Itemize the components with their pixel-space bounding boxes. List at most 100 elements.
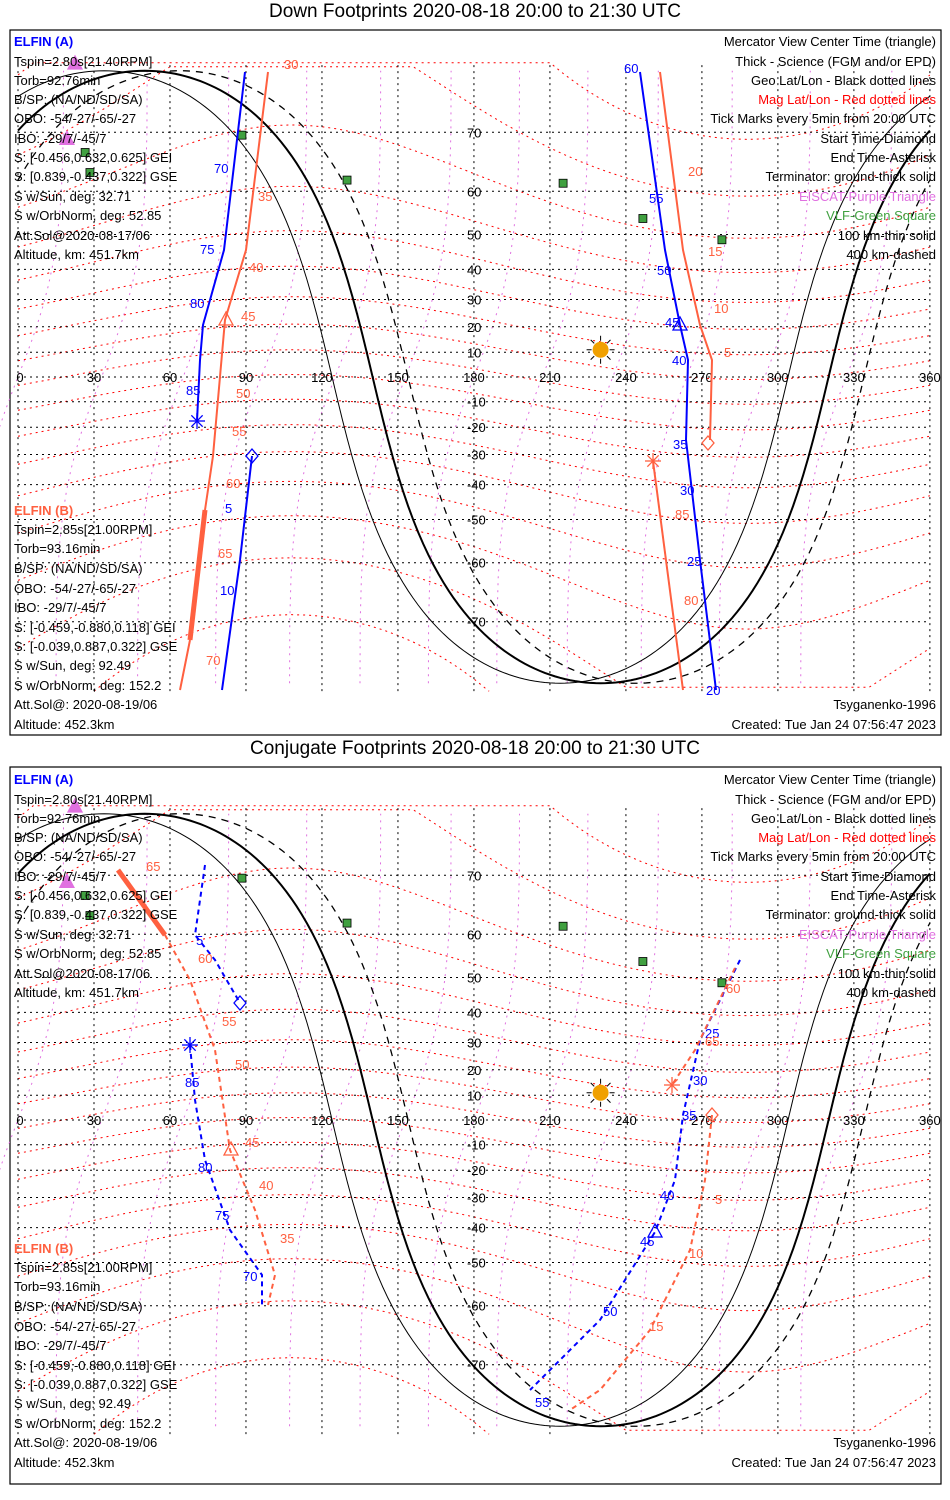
elfin-b-tick-label: 15	[649, 1319, 663, 1334]
vlf-station-square	[342, 175, 352, 185]
elfin-b-tick-label: 65	[146, 859, 160, 874]
elfin-b-info-line: S w/Sun, deg: 92.49	[14, 1396, 131, 1411]
lon-tick-label: 210	[539, 1113, 561, 1128]
lat-tick-label: 30	[467, 293, 481, 308]
mag-latitude-line	[17, 809, 931, 940]
elfin-b-info-line: OBO: -54/-27/-65/-27	[14, 581, 136, 596]
elfin-b-tick-label: 60	[226, 476, 240, 491]
elfin-a-info-line: B/SP: (NA/ND/SD/SA)	[14, 92, 143, 107]
lon-tick-label: 330	[843, 370, 865, 385]
elfin-b-tick-label: 55	[222, 1014, 236, 1029]
elfin-a-tick-label: 5	[196, 933, 203, 948]
elfin-a-center-triangle	[646, 1222, 664, 1238]
terminator-400km	[17, 70, 931, 684]
elfin-a-info-line: S: [0.839,-0.437,0.322] GSE	[14, 907, 178, 922]
vlf-station-square	[85, 911, 95, 920]
terminator-ground	[17, 69, 931, 685]
lon-tick-label: 270	[691, 370, 713, 385]
legend-line: Thick - Science (FGM and/or EPD)	[735, 792, 936, 807]
model-label: Tsyganenko-1996	[833, 697, 936, 712]
lat-tick-label: -70	[467, 615, 486, 630]
elfin-b-tick-label: 5	[715, 1192, 722, 1207]
elfin-a-info-line: Altitude, km: 451.7km	[14, 247, 139, 262]
legend-line: Mag Lat/Lon - Red dotted lines	[758, 830, 936, 845]
legend-line: Tick Marks every 5min from 20:00 UTC	[710, 111, 936, 126]
elfin-b-tick-label: 50	[236, 386, 250, 401]
elfin-a-tick-label: 80	[190, 296, 204, 311]
legend-line: Mercator View Center Time (triangle)	[724, 772, 936, 787]
sun-icon	[586, 335, 615, 364]
lat-tick-label: -40	[467, 478, 486, 493]
lat-tick-label: 40	[467, 1005, 481, 1020]
lat-tick-label: 50	[467, 970, 481, 985]
mag-latitude-line	[17, 1300, 931, 1431]
legend-line: Start Time-Diamond	[820, 869, 936, 884]
lat-tick-label: -40	[467, 1221, 486, 1236]
elfin-b-info-line: S w/Sun, deg: 92.49	[14, 658, 131, 673]
lon-tick-label: 60	[163, 1113, 177, 1128]
mag-latitude-line	[17, 1223, 931, 1312]
elfin-a-tick-label: 40	[660, 1188, 674, 1203]
elfin-b-track	[204, 71, 269, 511]
lat-tick-label: 10	[467, 345, 481, 360]
elfin-a-heading: ELFIN (A)	[14, 34, 73, 49]
elfin-b-info-line: S: [-0.039,0.887,0.322] GSE	[14, 639, 178, 654]
elfin-a-info-line: Torb=92.76min	[14, 811, 100, 826]
lon-tick-label: 210	[539, 370, 561, 385]
elfin-a-tick-label: 30	[693, 1073, 707, 1088]
elfin-a-tick-label: 25	[705, 1026, 719, 1041]
lon-tick-label: 180	[463, 1113, 485, 1128]
elfin-a-tick-label: 35	[682, 1108, 696, 1123]
elfin-b-heading: ELFIN (B)	[14, 503, 73, 518]
elfin-a-track	[529, 959, 741, 1391]
vlf-station-square	[558, 178, 568, 188]
elfin-b-start-diamond	[701, 435, 715, 451]
elfin-b-info-line: S: [-0.039,0.887,0.322] GSE	[14, 1377, 178, 1392]
legend-line: Mercator View Center Time (triangle)	[724, 34, 936, 49]
lat-tick-label: -70	[467, 1358, 486, 1373]
vlf-station-square	[638, 214, 648, 223]
mag-latitude-line	[17, 557, 931, 688]
mag-latitude-line	[17, 265, 930, 330]
lon-tick-label: 120	[311, 1113, 333, 1128]
lat-tick-label: -30	[467, 447, 486, 462]
sun-icon	[586, 1078, 615, 1107]
elfin-a-info-line: Torb=92.76min	[14, 73, 100, 88]
elfin-b-info-line: Torb=93.16min	[14, 1279, 100, 1294]
elfin-a-info-line: Att.Sol@2020-08-17/06	[14, 228, 150, 243]
eiscat-triangle-icon	[66, 797, 84, 813]
elfin-b-track	[569, 1114, 713, 1411]
elfin-a-tick-label: 5	[225, 501, 232, 516]
elfin-a-info-line: IBO: -29/7/-45/7	[14, 869, 107, 884]
legend-line: VLF-Green Square	[826, 946, 936, 961]
elfin-b-info-line: S w/OrbNorm, deg: 152.2	[14, 1416, 161, 1431]
elfin-b-info-line: Altitude: 452.3km	[14, 1455, 114, 1470]
lat-tick-label: -30	[467, 1190, 486, 1205]
panel-down: Down Footprints 2020-08-18 20:00 to 21:3…	[0, 1, 942, 736]
panel-title: Down Footprints 2020-08-18 20:00 to 21:3…	[269, 1, 681, 22]
mag-latitude-line	[17, 480, 931, 569]
lon-tick-label: 0	[16, 370, 23, 385]
lat-tick-label: 70	[467, 868, 481, 883]
elfin-a-info-line: Altitude, km: 451.7km	[14, 985, 139, 1000]
lon-tick-label: 360	[919, 1113, 941, 1128]
lat-tick-label: -60	[467, 556, 486, 571]
lat-tick-label: 60	[467, 184, 481, 199]
panel-frame	[9, 29, 942, 736]
elfin-b-tick-label: 45	[245, 1135, 259, 1150]
elfin-a-info-line: OBO: -54/-27/-65/-27	[14, 111, 136, 126]
elfin-b-tick-label: 65	[705, 1034, 719, 1049]
lon-tick-label: 150	[387, 370, 409, 385]
mag-latitude-line	[17, 62, 931, 140]
legend-line: Mag Lat/Lon - Red dotted lines	[758, 92, 936, 107]
elfin-a-info-line: S w/Sun, deg: 32.71	[14, 189, 131, 204]
elfin-b-track	[179, 639, 191, 691]
legend-line: Start Time-Diamond	[820, 131, 936, 146]
elfin-a-track	[221, 455, 253, 691]
elfin-a-info-line: S w/OrbNorm, deg: 52.85	[14, 208, 161, 223]
elfin-a-tick-label: 50	[603, 1304, 617, 1319]
elfin-b-info-line: B/SP: (NA/ND/SD/SA)	[14, 1299, 143, 1314]
elfin-a-tick-label: 60	[624, 61, 638, 76]
panel-title: Conjugate Footprints 2020-08-18 20:00 to…	[250, 738, 700, 759]
elfin-b-track	[671, 967, 736, 1086]
